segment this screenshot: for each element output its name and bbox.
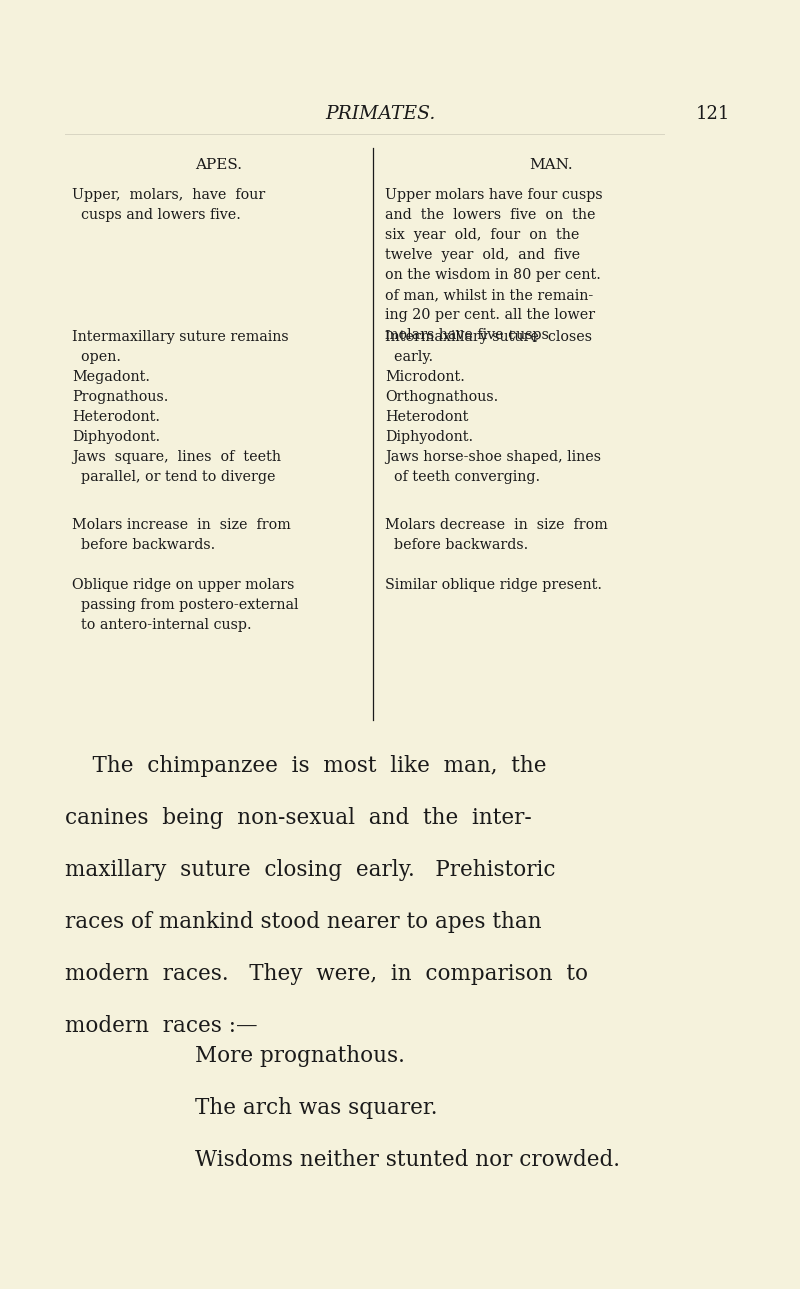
Text: modern  races :—: modern races :—	[65, 1014, 258, 1036]
Text: Jaws  square,  lines  of  teeth
  parallel, or tend to diverge: Jaws square, lines of teeth parallel, or…	[72, 450, 281, 485]
Text: APES.: APES.	[195, 159, 242, 171]
Text: Upper,  molars,  have  four
  cusps and lowers five.: Upper, molars, have four cusps and lower…	[72, 188, 266, 222]
Text: The arch was squarer.: The arch was squarer.	[195, 1097, 438, 1119]
Text: modern  races.   They  were,  in  comparison  to: modern races. They were, in comparison t…	[65, 963, 588, 985]
Text: Similar oblique ridge present.: Similar oblique ridge present.	[385, 577, 602, 592]
Text: MAN.: MAN.	[529, 159, 573, 171]
Text: Molars decrease  in  size  from
  before backwards.: Molars decrease in size from before back…	[385, 518, 608, 552]
Text: maxillary  suture  closing  early.   Prehistoric: maxillary suture closing early. Prehisto…	[65, 858, 555, 880]
Text: races of mankind stood nearer to apes than: races of mankind stood nearer to apes th…	[65, 911, 542, 933]
Text: The  chimpanzee  is  most  like  man,  the: The chimpanzee is most like man, the	[65, 755, 546, 777]
Text: Upper molars have four cusps
and  the  lowers  five  on  the
six  year  old,  fo: Upper molars have four cusps and the low…	[385, 188, 602, 343]
Text: Wisdoms neither stunted nor crowded.: Wisdoms neither stunted nor crowded.	[195, 1148, 620, 1170]
Text: 121: 121	[696, 104, 730, 122]
Text: PRIMATES.: PRIMATES.	[325, 104, 435, 122]
Text: Oblique ridge on upper molars
  passing from postero-external
  to antero-intern: Oblique ridge on upper molars passing fr…	[72, 577, 298, 632]
Text: Intermaxillary suture  closes
  early.
Microdont.
Orthognathous.
Heterodont
Diph: Intermaxillary suture closes early. Micr…	[385, 330, 592, 445]
Text: More prognathous.: More prognathous.	[195, 1045, 405, 1067]
Text: Jaws horse-shoe shaped, lines
  of teeth converging.: Jaws horse-shoe shaped, lines of teeth c…	[385, 450, 601, 485]
Text: Intermaxillary suture remains
  open.
Megadont.
Prognathous.
Heterodont.
Diphyod: Intermaxillary suture remains open. Mega…	[72, 330, 289, 445]
Text: canines  being  non-sexual  and  the  inter-: canines being non-sexual and the inter-	[65, 807, 532, 829]
Text: Molars increase  in  size  from
  before backwards.: Molars increase in size from before back…	[72, 518, 290, 552]
